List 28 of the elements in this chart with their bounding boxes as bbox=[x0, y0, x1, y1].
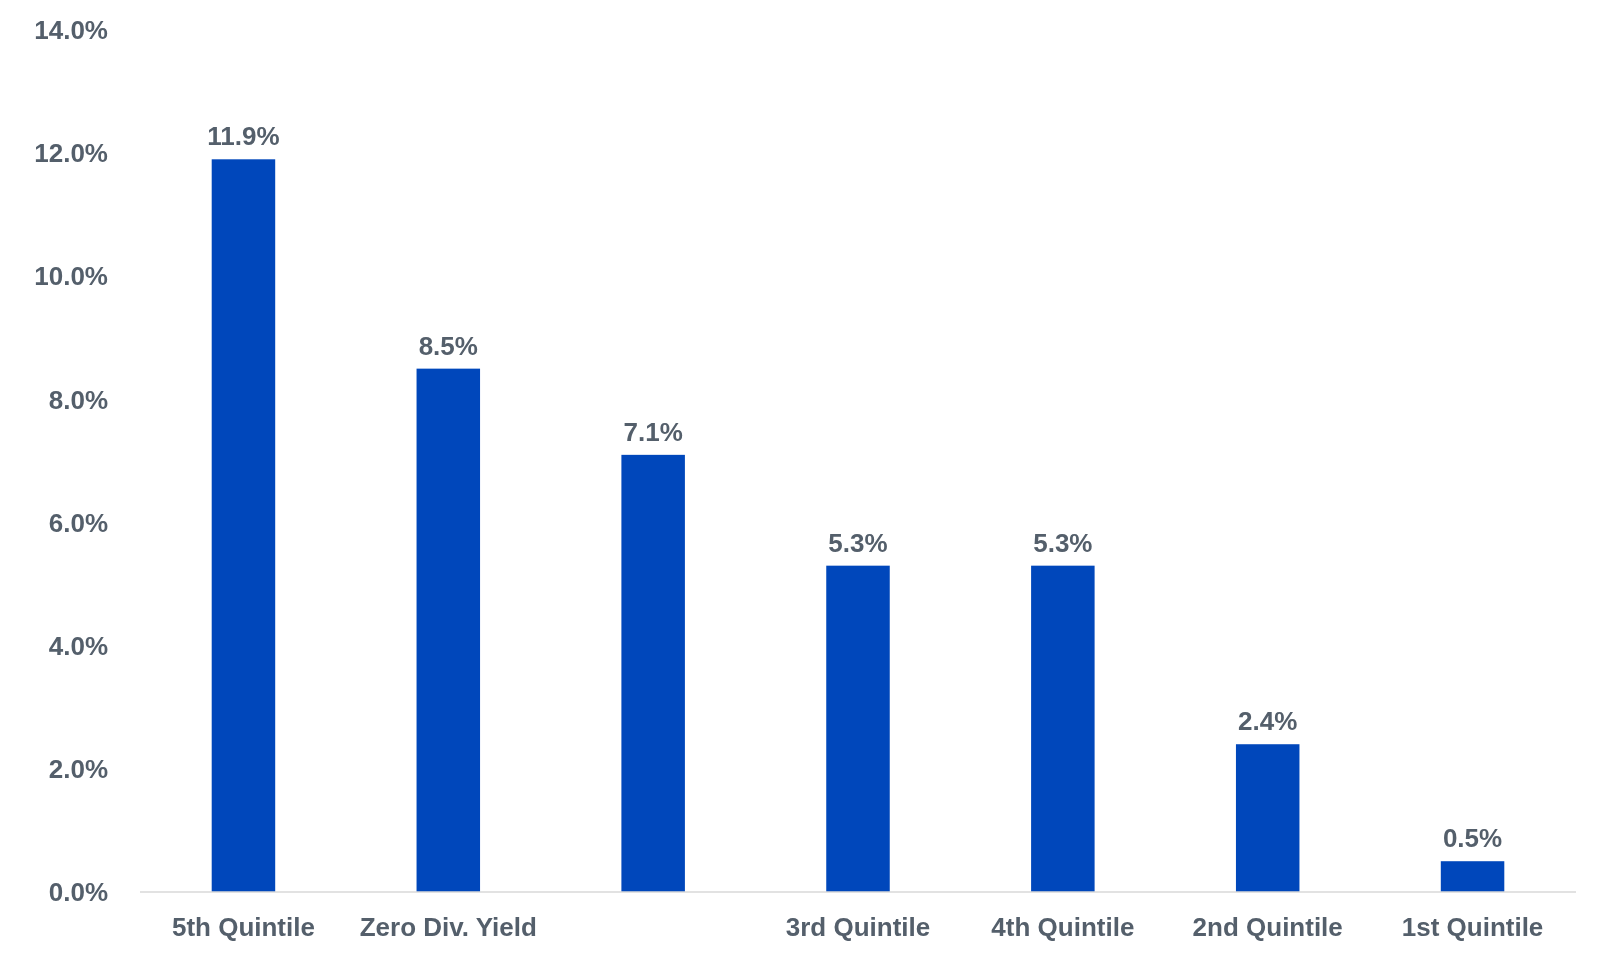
y-tick-label: 14.0% bbox=[34, 15, 108, 46]
y-tick-label: 10.0% bbox=[34, 261, 108, 292]
bar bbox=[211, 159, 276, 892]
bar bbox=[1235, 744, 1300, 892]
data-label: 5.3% bbox=[828, 527, 888, 558]
data-label: 11.9% bbox=[207, 121, 280, 152]
y-tick-label: 2.0% bbox=[48, 753, 108, 784]
y-tick-label: 4.0% bbox=[48, 630, 108, 661]
y-tick-label: 12.0% bbox=[34, 138, 108, 169]
x-tick-label: Zero Div. Yield bbox=[359, 912, 537, 942]
x-tick-label: 5th Quintile bbox=[171, 912, 315, 942]
x-tick-label: 3rd Quintile bbox=[785, 912, 931, 942]
x-tick-label: 1st Quintile bbox=[1401, 912, 1544, 942]
bar bbox=[416, 368, 481, 892]
data-label: 2.4% bbox=[1238, 706, 1298, 737]
bar bbox=[1031, 565, 1095, 892]
y-tick-label: 0.0% bbox=[48, 877, 108, 908]
x-tick-label: 2nd Quintile bbox=[1192, 912, 1343, 942]
data-label: 0.5% bbox=[1442, 823, 1503, 854]
bar bbox=[826, 565, 890, 892]
data-label: 7.1% bbox=[623, 416, 683, 447]
data-label: 5.3% bbox=[1033, 527, 1093, 558]
bar bbox=[1440, 861, 1505, 892]
data-label: 8.5% bbox=[418, 330, 478, 361]
y-tick-label: 6.0% bbox=[48, 507, 108, 538]
x-tick-label: 4th Quintile bbox=[991, 912, 1135, 942]
y-tick-label: 8.0% bbox=[48, 384, 108, 415]
bar bbox=[621, 454, 685, 892]
